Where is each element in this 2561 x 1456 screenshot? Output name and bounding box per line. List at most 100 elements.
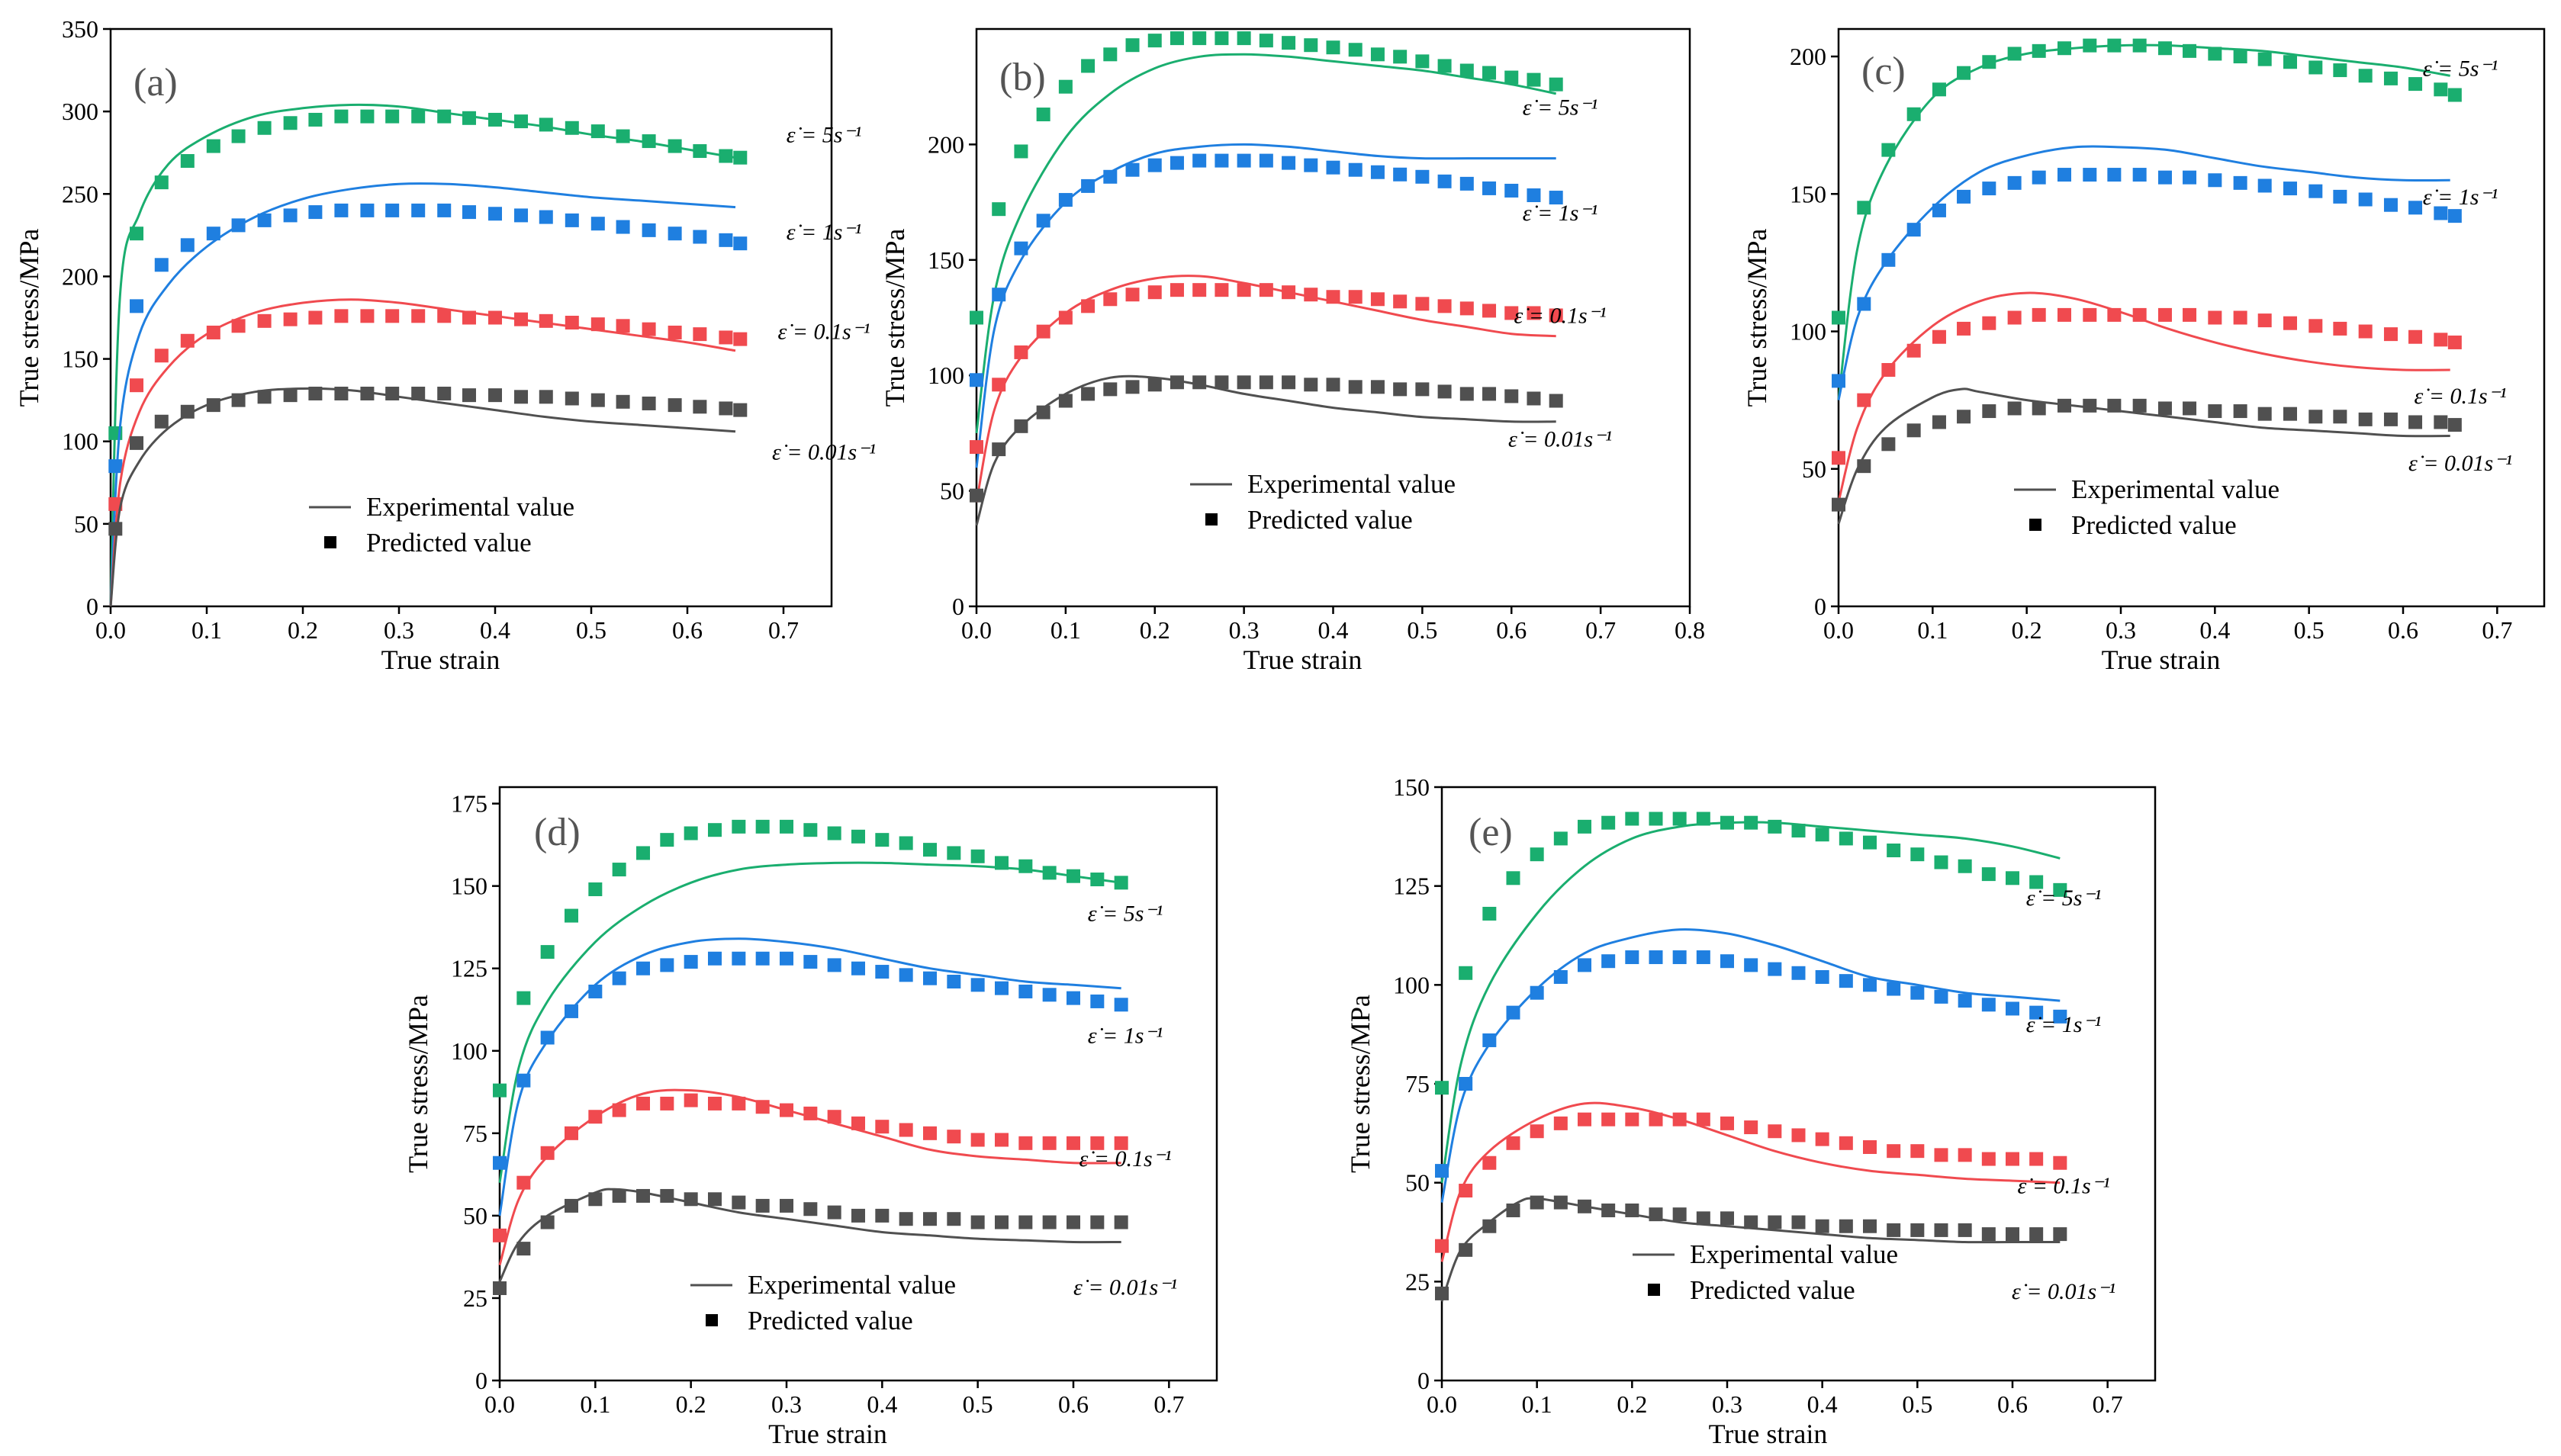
predicted-point — [1601, 1112, 1616, 1127]
predicted-point — [1437, 299, 1452, 313]
experimental-curve — [498, 861, 1121, 1183]
predicted-point — [539, 390, 553, 404]
strain-rate-label: ε̇ = 0.1s⁻¹ — [1514, 303, 1606, 328]
strain-rate-label: ε̇ = 0.01s⁻¹ — [1073, 1275, 1177, 1300]
predicted-point — [1482, 906, 1497, 921]
predicted-point — [1553, 831, 1568, 846]
predicted-point — [1036, 324, 1050, 339]
predicted-point — [1393, 294, 1408, 309]
predicted-point — [636, 846, 650, 860]
predicted-point — [2408, 415, 2423, 429]
predicted-point — [130, 378, 144, 393]
predicted-point — [616, 394, 630, 409]
predicted-point — [923, 1126, 937, 1140]
series-5s−1: ε̇ = 5s⁻¹ — [970, 31, 1597, 434]
x-tick-label: 0.7 — [2482, 616, 2512, 644]
predicted-point — [514, 208, 529, 223]
predicted-point — [334, 109, 349, 124]
predicted-point — [1649, 1207, 1663, 1222]
x-tick-label: 0.5 — [1902, 1390, 1932, 1418]
predicted-point — [1857, 297, 1871, 311]
x-tick-label: 0.3 — [771, 1390, 802, 1418]
predicted-point — [1887, 1223, 1901, 1237]
predicted-point — [1125, 380, 1140, 394]
predicted-point — [719, 401, 733, 416]
strain-rate-label: ε̇ = 0.01s⁻¹ — [2408, 451, 2512, 476]
predicted-point — [2007, 310, 2022, 325]
predicted-point — [1530, 1195, 1544, 1210]
predicted-point — [411, 386, 426, 400]
x-axis-title: True strain — [381, 644, 500, 675]
predicted-point — [565, 1198, 578, 1213]
predicted-point — [360, 203, 375, 217]
predicted-point — [1348, 162, 1363, 177]
y-tick-label: 75 — [1405, 1070, 1430, 1098]
predicted-point — [1147, 34, 1162, 48]
predicted-point — [732, 819, 746, 834]
predicted-point — [612, 1103, 626, 1117]
predicted-point — [1578, 958, 1591, 972]
predicted-point — [875, 1208, 890, 1223]
predicted-point — [1530, 847, 1544, 862]
predicted-point — [1957, 189, 1971, 204]
predicted-point — [827, 826, 841, 840]
predicted-point — [1215, 31, 1229, 46]
x-tick-label: 0.0 — [1823, 616, 1854, 644]
predicted-point — [1601, 1203, 1616, 1217]
predicted-point — [1910, 1144, 1925, 1159]
series-0.1s−1: ε̇ = 0.1s⁻¹ — [108, 298, 870, 607]
predicted-point — [1058, 310, 1073, 325]
predicted-point — [2183, 307, 2197, 322]
x-tick-label: 0.6 — [2388, 616, 2418, 644]
predicted-point — [1672, 812, 1687, 826]
predicted-point — [565, 315, 579, 329]
predicted-point — [2083, 398, 2097, 413]
predicted-point — [2208, 404, 2222, 419]
y-tick-label: 200 — [1790, 43, 1826, 70]
strain-rate-label: ε̇ = 0.1s⁻¹ — [2017, 1174, 2109, 1199]
predicted-point — [516, 1073, 531, 1088]
predicted-point — [1549, 308, 1563, 323]
chart-panel-c: 0.0 0.1 0.2 0.3 0.4 0.5 0.6 0.7 0 50 100 150 200 True… — [1742, 27, 2546, 675]
predicted-point — [1459, 301, 1474, 316]
predicted-point — [947, 975, 961, 989]
predicted-point — [588, 1192, 603, 1207]
predicted-point — [1957, 410, 1971, 424]
predicted-point — [2208, 47, 2222, 61]
predicted-point — [1459, 966, 1473, 980]
predicted-point — [1058, 193, 1073, 207]
predicted-point — [2257, 313, 2272, 328]
predicted-point — [1482, 304, 1497, 318]
predicted-point — [1981, 1152, 1996, 1166]
predicted-point — [1370, 292, 1385, 307]
predicted-point — [1370, 165, 1385, 179]
predicted-point — [636, 1096, 650, 1110]
predicted-point — [2107, 168, 2122, 182]
predicted-point — [539, 313, 553, 328]
predicted-point — [1304, 158, 1318, 172]
predicted-point — [1147, 158, 1162, 172]
experimental-curve — [975, 143, 1556, 468]
predicted-point — [1459, 63, 1474, 78]
predicted-point — [1215, 153, 1229, 168]
predicted-point — [1147, 378, 1162, 392]
predicted-point — [780, 1198, 793, 1213]
predicted-point — [360, 309, 375, 323]
predicted-point — [851, 1208, 865, 1223]
predicted-point — [719, 233, 733, 247]
predicted-point — [539, 210, 553, 224]
predicted-point — [2383, 412, 2398, 426]
y-tick-label: 0 — [1814, 593, 1826, 620]
x-tick-label: 0.3 — [1229, 616, 1260, 644]
predicted-point — [2447, 418, 2462, 432]
y-tick-label: 50 — [940, 477, 964, 505]
predicted-point — [1114, 1136, 1128, 1150]
predicted-point — [1906, 223, 1921, 237]
x-tick-label: 0.0 — [1427, 1390, 1457, 1418]
predicted-point — [154, 414, 169, 429]
predicted-point — [2447, 88, 2462, 102]
predicted-point — [693, 327, 707, 342]
predicted-point — [995, 1215, 1009, 1229]
predicted-point — [2183, 43, 2197, 58]
predicted-point — [684, 826, 698, 840]
